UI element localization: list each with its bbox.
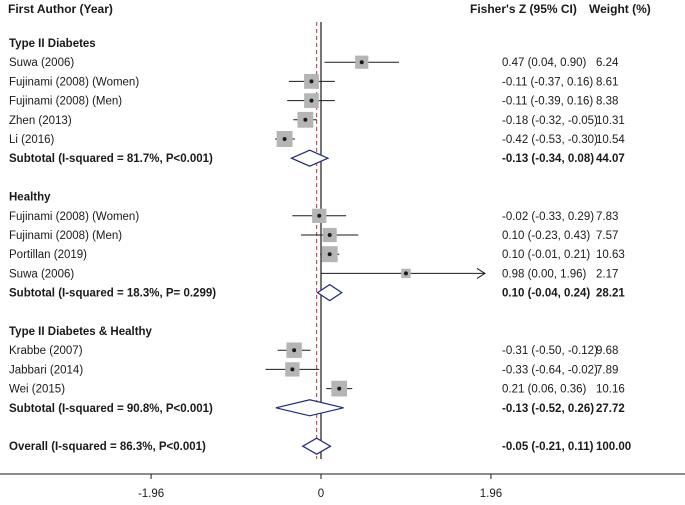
effect-ci-value: -0.18 (-0.32, -0.05) — [502, 115, 598, 127]
effect-ci-value: 0.10 (-0.01, 0.21) — [502, 249, 590, 261]
point-estimate — [282, 137, 287, 141]
point-estimate — [403, 271, 408, 276]
subtotal-label: Subtotal (I-squared = 81.7%, P<0.001) — [9, 153, 213, 165]
weight-value: 7.89 — [596, 364, 618, 376]
overall-label: Overall (I-squared = 86.3%, P<0.001) — [9, 441, 206, 453]
weight-value: 10.16 — [596, 384, 625, 396]
subtotal-label: Subtotal (I-squared = 90.8%, P<0.001) — [9, 403, 213, 415]
study-label: Li (2016) — [9, 134, 55, 146]
weight-value: 8.61 — [596, 76, 618, 88]
effect-ci-value: -0.02 (-0.33, 0.29) — [502, 211, 594, 223]
weight-value: 7.83 — [596, 211, 618, 223]
point-estimate — [359, 60, 364, 65]
study-label: Zhen (2013) — [9, 115, 72, 127]
effect-ci-value: 0.21 (0.06, 0.36) — [502, 384, 587, 396]
study-label: Wei (2015) — [9, 384, 65, 396]
header-study: First Author (Year) — [8, 2, 113, 16]
study-label: Fujinami (2008) (Women) — [9, 211, 139, 223]
weight-value: 7.57 — [596, 230, 618, 242]
effect-ci-value: 0.98 (0.00, 1.96) — [502, 268, 587, 280]
effect-ci-value: 0.47 (0.04, 0.90) — [502, 57, 587, 69]
overall-diamond — [301, 437, 332, 455]
x-tick-label: 0 — [318, 488, 324, 500]
effect-ci-value: -0.05 (-0.21, 0.11) — [502, 441, 594, 453]
point-estimate — [337, 386, 342, 391]
effect-ci-value: -0.42 (-0.53, -0.30) — [502, 134, 598, 146]
weight-value: 10.54 — [596, 134, 625, 146]
study-label: Krabbe (2007) — [9, 345, 83, 357]
header-effect: Fisher's Z (95% CI) — [470, 2, 577, 16]
study-label: Fujinami (2008) (Men) — [9, 230, 122, 242]
ci-arrow — [476, 267, 486, 279]
subtotal-label: Subtotal (I-squared = 18.3%, P= 0.299) — [9, 288, 216, 300]
point-estimate — [309, 98, 314, 103]
subtotal-diamond — [290, 149, 330, 167]
study-label: Suwa (2006) — [9, 268, 74, 280]
point-estimate — [309, 79, 314, 84]
weight-value: 6.24 — [596, 57, 619, 69]
x-axis: -1.96 0 1.96 — [0, 473, 685, 500]
weight-value: 100.00 — [596, 441, 631, 453]
header-weight: Weight (%) — [589, 2, 651, 16]
forest-rows: Type II Diabetes Suwa (2006) 0.47 (0.04, 0… — [9, 38, 631, 455]
effect-ci-value: -0.11 (-0.37, 0.16) — [502, 76, 593, 88]
effect-ci-value: -0.13 (-0.34, 0.08) — [502, 153, 594, 165]
effect-ci-value: -0.31 (-0.50, -0.12) — [502, 345, 598, 357]
point-estimate — [327, 233, 332, 237]
point-estimate — [327, 252, 332, 257]
group-label: Type II Diabetes & Healthy — [9, 326, 153, 338]
study-label: Portillan (2019) — [9, 249, 87, 261]
effect-ci-value: -0.13 (-0.52, 0.26) — [502, 403, 594, 415]
weight-value: 27.72 — [596, 403, 625, 415]
point-estimate — [317, 213, 322, 218]
weight-value: 9.68 — [596, 345, 618, 357]
effect-ci-value: -0.11 (-0.39, 0.16) — [502, 96, 593, 108]
study-label: Fujinami (2008) (Men) — [9, 96, 122, 108]
group-label: Healthy — [9, 192, 51, 204]
weight-value: 10.31 — [596, 115, 625, 127]
x-tick-label: -1.96 — [138, 488, 164, 500]
subtotal-diamond — [275, 399, 344, 417]
effect-ci-value: 0.10 (-0.04, 0.24) — [502, 288, 590, 300]
study-label: Jabbari (2014) — [9, 364, 83, 376]
effect-ci-value: -0.33 (-0.64, -0.02) — [502, 364, 598, 376]
weight-value: 8.38 — [596, 96, 618, 108]
weight-value: 2.17 — [596, 268, 618, 280]
weight-value: 44.07 — [596, 153, 625, 165]
point-estimate — [290, 367, 295, 372]
point-estimate — [303, 117, 308, 122]
point-estimate — [292, 348, 297, 353]
weight-value: 10.63 — [596, 249, 625, 261]
subtotal-diamond — [316, 283, 343, 302]
header-row: First Author (Year) Fisher's Z (95% CI) … — [8, 2, 651, 16]
effect-ci-value: 0.10 (-0.23, 0.43) — [502, 230, 590, 242]
weight-value: 28.21 — [596, 288, 625, 300]
study-label: Suwa (2006) — [9, 57, 74, 69]
group-label: Type II Diabetes — [9, 38, 96, 50]
x-tick-label: 1.96 — [480, 488, 502, 500]
study-label: Fujinami (2008) (Women) — [9, 76, 139, 88]
